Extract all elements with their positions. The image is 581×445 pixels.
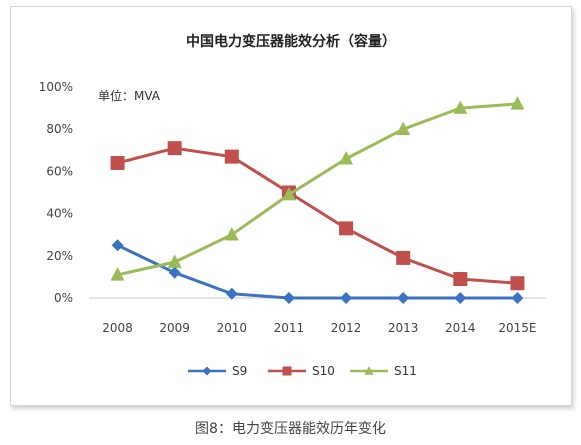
data-point [282, 292, 295, 304]
legend-label: S10 [312, 364, 335, 378]
data-point [510, 96, 525, 110]
x-tick-label: 2014 [445, 321, 476, 335]
y-tick-label: 20% [46, 249, 73, 263]
legend-label: S11 [394, 364, 417, 378]
chart-series [110, 96, 525, 304]
unit-label: 单位：MVA [98, 89, 161, 103]
data-point [202, 366, 212, 376]
figure-caption: 图8：电力变压器能效历年变化 [195, 421, 386, 437]
data-point [364, 366, 374, 375]
data-point [339, 221, 354, 236]
series-line [117, 146, 518, 285]
y-tick-label: 80% [46, 122, 73, 136]
data-point [110, 155, 125, 170]
data-point [511, 292, 524, 304]
line-chart: 0%20%40%60%80%100% 2008 2009 2010 2011 2012 2… [39, 80, 546, 378]
chart-title: 中国电力变压器能效分析（容量） [186, 34, 396, 50]
data-point [167, 254, 182, 268]
data-point [397, 292, 410, 304]
data-point [396, 121, 411, 135]
x-tick-label: 2008 [102, 321, 133, 335]
legend-label: S9 [232, 364, 247, 378]
data-point [510, 276, 525, 291]
data-point [168, 266, 181, 279]
data-point [339, 151, 354, 165]
series-line [116, 243, 518, 300]
y-tick-label: 60% [46, 164, 73, 178]
data-point [111, 239, 124, 252]
series-s9 [111, 239, 524, 304]
legend-item-s10: S10 [268, 364, 335, 378]
x-tick-label: 2011 [274, 321, 305, 335]
legend-item-s9: S9 [188, 364, 247, 378]
data-point [282, 366, 292, 376]
data-point [453, 272, 468, 287]
data-point [225, 287, 238, 300]
x-axis-ticks: 2008 2009 2010 2011 2012 2013 2014 2015E [102, 321, 536, 335]
series-line [117, 102, 518, 277]
series-s11 [110, 96, 525, 281]
data-point [281, 186, 296, 201]
data-point [167, 141, 182, 156]
x-tick-label: 2015E [498, 321, 536, 335]
data-point [453, 100, 468, 114]
data-point [396, 250, 411, 265]
chart-legend: S9 S10 S11 [188, 364, 417, 378]
chart-frame: 0% 20% 40% 60% 80% 100% 2008 2009 2010 2011 2012 2… [10, 6, 572, 406]
data-point [340, 292, 353, 304]
y-tick-label: 40% [46, 207, 73, 221]
y-tick-label: 100% [39, 80, 73, 94]
x-tick-label: 2009 [159, 321, 190, 335]
x-tick-label: 2012 [331, 321, 362, 335]
data-point [454, 292, 467, 304]
data-point [224, 149, 239, 164]
data-point [110, 267, 125, 281]
data-point [224, 227, 239, 241]
legend-item-s11: S11 [350, 364, 417, 378]
x-tick-label: 2013 [388, 321, 419, 335]
y-tick-label: 0% [54, 291, 73, 305]
y-axis-ticks: 0% 20% 40% 60% 80% 100% [39, 80, 73, 305]
x-tick-label: 2010 [217, 321, 248, 335]
